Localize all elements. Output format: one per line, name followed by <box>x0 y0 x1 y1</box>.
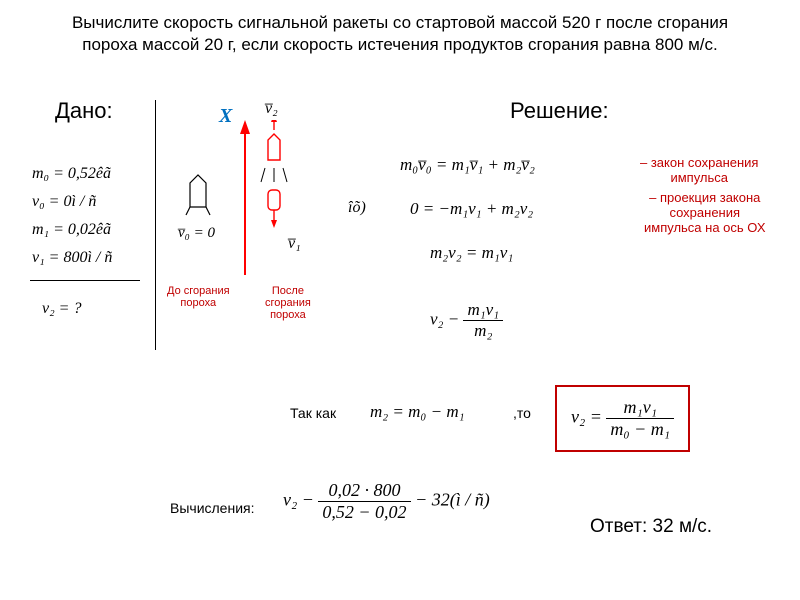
v2-label: v̅₂ <box>265 100 278 118</box>
given-m0: m₀ = 0,52êã <box>32 165 111 183</box>
given-v0: v₀ = 0ì / ñ <box>32 193 96 211</box>
calc-num: 0,02 · 800 <box>318 480 410 502</box>
solution-header: Решение: <box>510 98 609 124</box>
eq-v2-frac: v₂ − m₁v₁m₂ <box>430 300 503 341</box>
given-m1: m₁ = 0,02êã <box>32 221 111 239</box>
since-label: Так как <box>290 405 336 421</box>
before-burn-label: До сгорания пороха <box>167 285 230 309</box>
ox-prefix: îõ) <box>348 199 366 217</box>
calc-label: Вычисления: <box>170 500 255 516</box>
boxed-den: m₀ − m₁ <box>606 419 674 440</box>
diagram-svg <box>165 120 325 280</box>
projection-note: – проекция закона сохранения импульса на… <box>644 190 766 235</box>
vertical-divider <box>155 100 156 350</box>
then-label: ,то <box>513 405 531 421</box>
momentum-law-eq: m₀v̅₀ = m₁v̅₁ + m₂v̅₂ <box>400 155 535 175</box>
calc-lhs: v₂ − <box>283 490 318 510</box>
given-find: v₂ = ? <box>42 300 81 318</box>
calc-eq: v₂ − 0,02 · 8000,52 − 0,02 − 32(ì / ñ) <box>283 480 490 523</box>
given-separator <box>30 280 140 281</box>
projection-eq: 0 = −m₁v₁ + m₂v₂ <box>410 199 533 219</box>
given-v1: v₁ = 800ì / ñ <box>32 249 112 267</box>
momentum-law-note: – закон сохранения импульса <box>640 155 758 185</box>
eq4-den: m₂ <box>463 321 503 341</box>
v1-label: v̅₁ <box>288 235 301 253</box>
boxed-formula: v₂ = m₁v₁m₀ − m₁ <box>555 385 690 452</box>
eq4-lhs: v₂ − <box>430 309 463 328</box>
after-burn-label: После сгорания пороха <box>265 285 311 321</box>
boxed-num: m₁v₁ <box>606 397 674 419</box>
given-header: Дано: <box>55 98 113 124</box>
calc-den: 0,52 − 0,02 <box>318 502 410 523</box>
boxed-lhs: v₂ = <box>571 407 606 427</box>
m2-expand: m₂ = m₀ − m₁ <box>370 402 465 422</box>
eq-m2v2: m₂v₂ = m₁v₁ <box>430 243 513 263</box>
problem-statement: Вычислите скорость сигнальной ракеты со … <box>60 12 740 56</box>
calc-rhs: − 32(ì / ñ) <box>411 490 490 510</box>
eq4-num: m₁v₁ <box>463 300 503 321</box>
v0-zero-label: v̅₀ = 0 <box>178 225 215 242</box>
answer: Ответ: 32 м/с. <box>590 516 712 538</box>
